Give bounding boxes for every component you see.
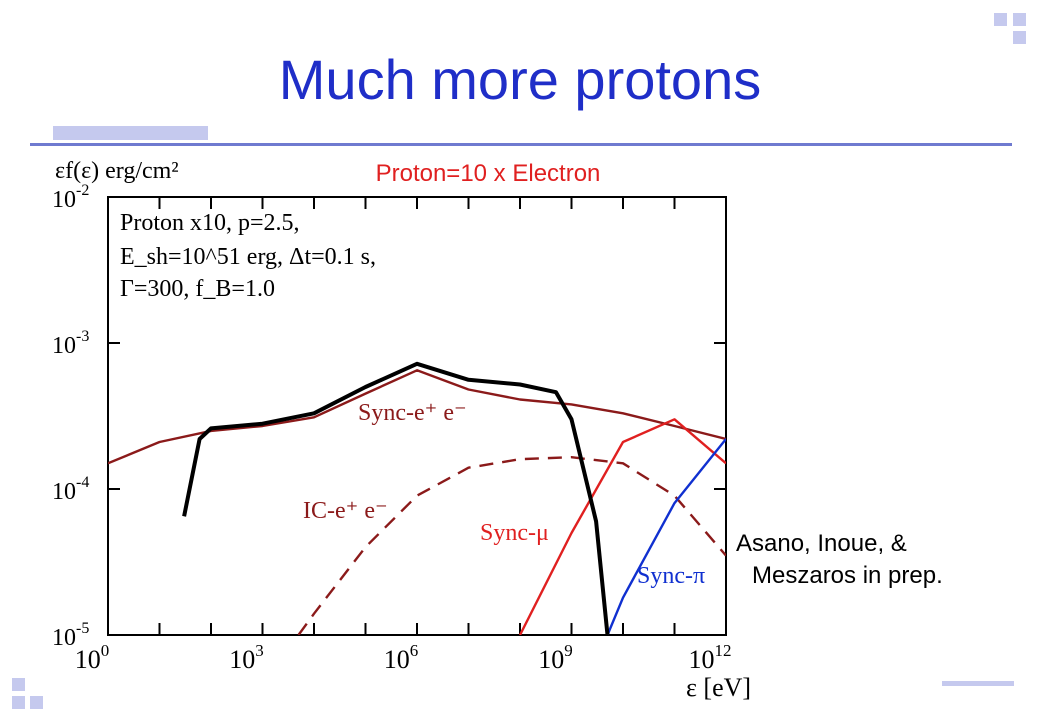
y-axis-label: εf(ε) erg/cm² xyxy=(55,158,179,184)
series-sync-pi-line xyxy=(606,438,726,635)
accent-bar-top xyxy=(53,126,208,140)
corner-square-top-right xyxy=(1013,13,1026,26)
series-sync-mu-line xyxy=(518,418,726,635)
corner-square-top-bottom xyxy=(1013,31,1026,44)
x-axis-label: ε [eV] xyxy=(686,673,751,702)
slide-title: Much more protons xyxy=(278,48,762,111)
series-label-ic-e: IC-e⁺ e⁻ xyxy=(303,498,388,524)
credit-line-2: Meszaros in prep. xyxy=(752,562,943,589)
param-line-1: Proton x10, p=2.5, xyxy=(120,210,300,236)
corner-square-top-left xyxy=(994,13,1007,26)
x-tick-label: 1012 xyxy=(689,641,732,674)
chart-subtitle: Proton=10 x Electron xyxy=(376,160,601,187)
x-tick-label: 100 xyxy=(75,641,110,674)
series-label-sync-e: Sync-e⁺ e⁻ xyxy=(358,400,467,426)
y-tick-label: 10-4 xyxy=(52,474,89,505)
corner-square-bl-top xyxy=(12,678,25,691)
title-rule xyxy=(30,143,1012,146)
y-tick-label: 10-3 xyxy=(52,328,89,359)
y-tick-label: 10-2 xyxy=(52,182,89,213)
series-label-sync-mu: Sync-μ xyxy=(480,520,549,546)
credit-line-1: Asano, Inoue, & xyxy=(736,530,907,557)
param-line-2: E_sh=10^51 erg, Δt=0.1 s, xyxy=(120,244,376,270)
x-tick-label: 103 xyxy=(229,641,264,674)
param-line-3: Γ=300, f_B=1.0 xyxy=(120,276,275,302)
series-ic-e-line xyxy=(297,456,726,635)
corner-square-bl-right xyxy=(30,696,43,709)
series-lines xyxy=(108,361,726,635)
parameter-box: Proton x10, p=2.5, E_sh=10^51 erg, Δt=0.… xyxy=(120,210,376,302)
x-tick-labels: 100 103 106 109 1012 xyxy=(75,641,732,674)
y-tick-labels: 10-210-310-410-5 xyxy=(52,182,89,651)
x-tick-label: 106 xyxy=(384,641,419,674)
series-total-line xyxy=(182,361,610,635)
author-credit: Asano, Inoue, & Meszaros in prep. xyxy=(736,528,943,592)
accent-bar-bottom xyxy=(942,681,1014,686)
axis-ticks xyxy=(107,196,727,636)
corner-square-bl-left xyxy=(12,696,25,709)
x-tick-label: 109 xyxy=(538,641,573,674)
series-label-sync-pi: Sync-π xyxy=(637,563,705,589)
